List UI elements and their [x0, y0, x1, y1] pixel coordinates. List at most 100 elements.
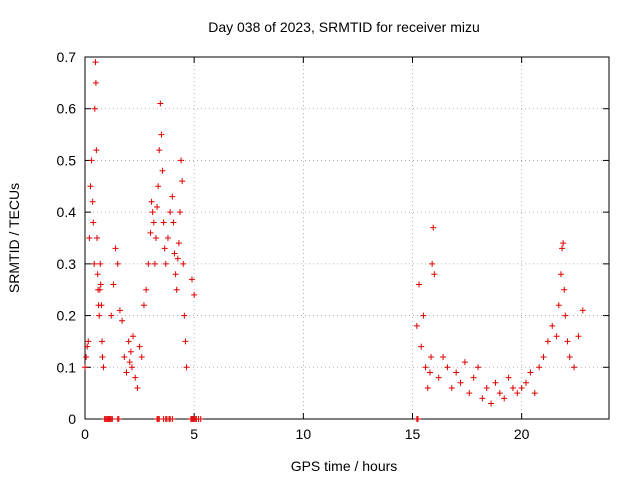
- data-point: [178, 157, 185, 164]
- data-point: [94, 271, 101, 278]
- data-point: [564, 338, 571, 345]
- data-point: [119, 317, 126, 324]
- data-point: [540, 353, 547, 360]
- data-point: [92, 59, 99, 66]
- y-tick-label: 0.3: [57, 256, 77, 272]
- data-point: [158, 131, 165, 138]
- data-point: [123, 369, 130, 376]
- data-point: [559, 245, 566, 252]
- data-point: [115, 416, 122, 422]
- data-point: [140, 302, 147, 309]
- data-point: [97, 260, 104, 267]
- data-point: [561, 286, 568, 293]
- data-point: [167, 209, 174, 216]
- data-point: [505, 374, 512, 381]
- y-tick-label: 0.2: [57, 308, 77, 324]
- data-point: [197, 416, 204, 422]
- data-point: [413, 322, 420, 329]
- data-point: [161, 245, 168, 252]
- data-point: [571, 364, 578, 371]
- data-point: [126, 359, 133, 366]
- data-point: [90, 219, 97, 226]
- data-point: [85, 338, 92, 345]
- data-point: [562, 312, 569, 319]
- data-point: [416, 281, 423, 288]
- data-point: [159, 167, 166, 174]
- data-point: [428, 353, 435, 360]
- grid-lines: [85, 57, 609, 419]
- data-point: [536, 364, 543, 371]
- data-point: [560, 240, 567, 247]
- data-point: [422, 364, 429, 371]
- data-point: [91, 105, 98, 112]
- data-point: [509, 384, 516, 391]
- data-point: [147, 229, 154, 236]
- data-point: [148, 198, 155, 205]
- data-point: [501, 395, 508, 402]
- data-point: [136, 343, 143, 350]
- data-point: [457, 379, 464, 386]
- data-point: [466, 390, 473, 397]
- data-point: [145, 260, 152, 267]
- data-point: [99, 353, 106, 360]
- data-point: [479, 395, 486, 402]
- data-point: [475, 364, 481, 371]
- data-point: [110, 281, 117, 288]
- data-point: [172, 271, 179, 278]
- x-axis-label: GPS time / hours: [291, 458, 398, 474]
- data-point: [162, 260, 169, 267]
- data-point: [174, 255, 181, 262]
- data-point: [109, 416, 116, 422]
- data-point: [98, 302, 105, 309]
- x-tick-label: 15: [405, 426, 421, 442]
- data-point: [82, 364, 88, 371]
- data-point: [149, 209, 156, 216]
- data-point: [175, 240, 182, 247]
- data-point: [157, 100, 164, 107]
- data-point: [429, 260, 436, 267]
- data-point: [461, 359, 468, 366]
- data-point: [414, 416, 421, 422]
- data-point: [83, 353, 90, 360]
- data-point: [96, 312, 103, 319]
- data-point: [152, 235, 159, 241]
- data-point: [448, 384, 455, 391]
- data-point: [87, 183, 94, 190]
- data-point: [112, 245, 119, 252]
- data-point: [99, 338, 106, 345]
- data-point: [440, 353, 447, 360]
- data-point: [91, 260, 98, 267]
- data-point: [430, 224, 437, 231]
- data-point: [549, 322, 556, 329]
- data-point: [121, 353, 128, 360]
- data-point: [86, 235, 93, 241]
- data-point: [523, 379, 530, 386]
- data-point: [188, 276, 195, 283]
- data-point: [108, 312, 115, 319]
- data-point: [424, 384, 431, 391]
- y-tick-label: 0: [68, 411, 76, 427]
- data-point: [544, 338, 551, 345]
- data-point: [170, 219, 177, 226]
- data-point: [84, 343, 91, 350]
- data-point: [96, 286, 103, 293]
- data-point: [183, 364, 190, 371]
- data-point: [132, 374, 139, 381]
- data-point: [94, 235, 101, 241]
- plot-frame: [84, 56, 610, 420]
- data-point: [169, 416, 176, 422]
- data-point: [92, 79, 99, 86]
- data-point: [555, 302, 562, 309]
- data-point: [100, 364, 107, 371]
- x-tick-label: 10: [296, 426, 312, 442]
- data-point: [553, 333, 560, 340]
- y-tick-label: 0.4: [57, 204, 77, 220]
- data-point: [557, 271, 564, 278]
- data-point: [431, 271, 438, 278]
- data-point: [156, 147, 163, 154]
- data-point: [176, 209, 183, 216]
- data-point: [191, 291, 198, 298]
- data-point: [128, 364, 135, 371]
- data-point: [127, 348, 134, 355]
- data-point: [420, 312, 427, 319]
